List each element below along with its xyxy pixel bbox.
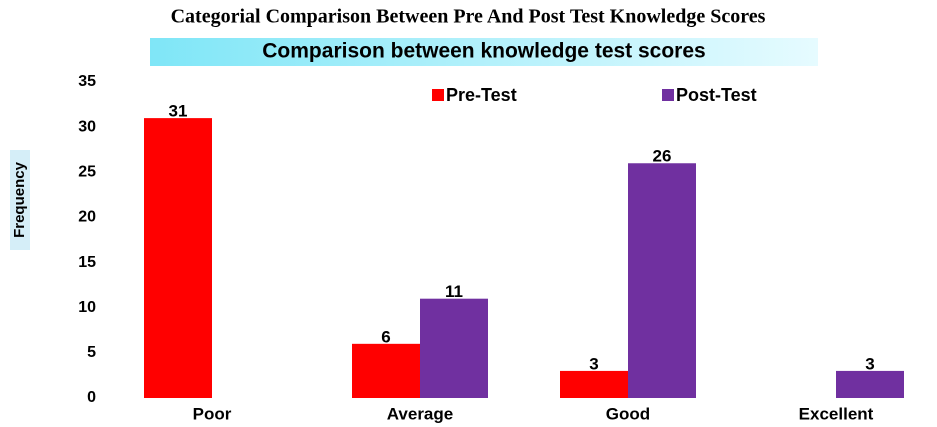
data-label: 3 [865, 354, 874, 373]
legend-swatch [432, 89, 444, 101]
y-tick-label: 15 [78, 254, 96, 271]
bar [352, 343, 420, 398]
x-tick-label: Poor [193, 404, 232, 423]
y-tick-label: 30 [78, 118, 96, 135]
y-label-background [10, 150, 30, 250]
legend-swatch [662, 89, 674, 101]
y-tick-label: 10 [78, 299, 96, 316]
y-tick-label: 25 [78, 164, 96, 181]
data-label: 26 [653, 147, 672, 166]
bar [420, 298, 488, 398]
subtitle-background [150, 38, 818, 66]
data-label: 11 [445, 282, 463, 301]
y-tick-label: 20 [78, 209, 96, 226]
chart-subtitle: Comparison between knowledge test scores [262, 40, 705, 63]
y-tick-label: 5 [87, 344, 96, 361]
data-label: 31 [169, 102, 188, 121]
x-tick-label: Good [606, 404, 650, 423]
x-tick-label: Average [387, 404, 453, 423]
data-label: 3 [589, 354, 598, 373]
legend-label: Pre-Test [446, 85, 517, 105]
x-tick-label: Excellent [799, 404, 874, 423]
y-tick-label: 35 [78, 73, 96, 90]
y-axis-label: Frequency [11, 161, 28, 238]
bar [144, 118, 212, 398]
bar [628, 163, 696, 398]
bar [836, 370, 904, 398]
y-tick-label: 0 [87, 389, 96, 406]
bar [560, 370, 628, 398]
chart-title: Categorial Comparison Between Pre And Po… [171, 6, 766, 28]
data-label: 6 [381, 327, 390, 346]
legend-label: Post-Test [676, 85, 757, 105]
